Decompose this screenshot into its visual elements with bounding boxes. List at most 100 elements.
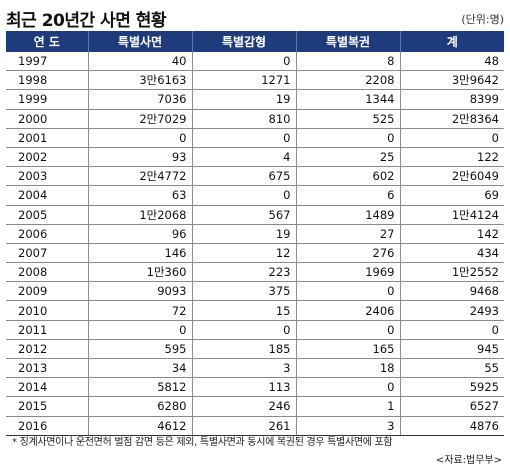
special-pardon-cell: 1만2068: [87, 205, 192, 225]
table-row: 2009 9093 375 0 9468: [6, 281, 504, 302]
special-restoration-cell: 6: [295, 185, 400, 206]
special-commutation-cell: 810: [191, 109, 296, 129]
total-cell: 122: [399, 147, 504, 168]
special-pardon-cell: 5812: [87, 377, 192, 398]
special-commutation-cell: 4: [191, 147, 296, 168]
total-cell: 4876: [399, 416, 504, 436]
special-commutation-cell: 223: [191, 262, 296, 283]
special-pardon-cell: 146: [87, 243, 192, 264]
special-commutation-cell: 15: [191, 300, 296, 321]
special-restoration-cell: 525: [295, 109, 400, 129]
total-cell: 55: [399, 358, 504, 379]
table-row: 2004 63 0 6 69: [6, 185, 504, 206]
table-row: 2006 96 19 27 142: [6, 224, 504, 244]
special-commutation-cell: 19: [191, 224, 296, 244]
table-title: 최근 20년간 사면 현황: [6, 11, 167, 31]
year-cell: 2009: [6, 281, 88, 302]
total-cell: 142: [399, 224, 504, 244]
table-row: 2011 0 0 0 0: [6, 320, 504, 340]
year-cell: 2003: [6, 166, 88, 187]
special-commutation-cell: 0: [191, 320, 296, 340]
total-cell: 945: [399, 339, 504, 360]
total-cell: 1만2552: [399, 262, 504, 283]
table-row: 2003 2만4772 675 602 2만6049: [6, 166, 504, 187]
table-row: 2013 34 3 18 55: [6, 358, 504, 379]
total-cell: 48: [399, 52, 504, 72]
year-cell: 2016: [6, 416, 88, 436]
year-cell: 2001: [6, 128, 88, 148]
source-label: <자료:법무부>: [435, 455, 502, 466]
table-row: 2005 1만2068 567 1489 1만4124: [6, 205, 504, 225]
special-restoration-cell: 1969: [295, 262, 400, 283]
special-pardon-cell: 6280: [87, 396, 192, 417]
special-pardon-cell: 63: [87, 185, 192, 206]
unit-label: (단위:명): [461, 13, 504, 26]
special-commutation-cell: 675: [191, 166, 296, 187]
special-pardon-cell: 3만6163: [87, 70, 192, 91]
special-commutation-cell: 0: [191, 128, 296, 148]
total-cell: 434: [399, 243, 504, 264]
total-cell: 6527: [399, 396, 504, 417]
year-cell: 2015: [6, 396, 88, 417]
special-restoration-cell: 1: [295, 396, 400, 417]
special-restoration-cell: 0: [295, 320, 400, 340]
total-cell: 5925: [399, 377, 504, 398]
special-restoration-cell: 2406: [295, 300, 400, 321]
special-pardon-cell: 1만360: [87, 262, 192, 283]
year-cell: 2008: [6, 262, 88, 283]
table-row: 2007 146 12 276 434: [6, 243, 504, 264]
header-year: 연 도: [6, 31, 88, 52]
header-special-restoration: 특별복권: [295, 31, 400, 52]
special-pardon-cell: 595: [87, 339, 192, 360]
table-row: 2002 93 4 25 122: [6, 147, 504, 168]
total-cell: 3만9642: [399, 70, 504, 91]
special-restoration-cell: 0: [295, 128, 400, 148]
special-commutation-cell: 261: [191, 416, 296, 436]
table-row: 2014 5812 113 0 5925: [6, 377, 504, 398]
year-cell: 2000: [6, 109, 88, 129]
year-cell: 2011: [6, 320, 88, 340]
table-row: 2008 1만360 223 1969 1만2552: [6, 262, 504, 283]
total-cell: 2만8364: [399, 109, 504, 129]
special-commutation-cell: 3: [191, 358, 296, 379]
table-row: 1998 3만6163 1271 2208 3만9642: [6, 70, 504, 91]
special-commutation-cell: 113: [191, 377, 296, 398]
year-cell: 2002: [6, 147, 88, 168]
year-cell: 2005: [6, 205, 88, 225]
special-pardon-cell: 2만4772: [87, 166, 192, 187]
special-commutation-cell: 19: [191, 89, 296, 110]
table-row: 2000 2만7029 810 525 2만8364: [6, 109, 504, 129]
year-cell: 2006: [6, 224, 88, 244]
year-cell: 1997: [6, 52, 88, 72]
special-restoration-cell: 27: [295, 224, 400, 244]
year-cell: 2007: [6, 243, 88, 264]
special-commutation-cell: 567: [191, 205, 296, 225]
table-row: 2016 4612 261 3 4876: [6, 416, 504, 436]
special-commutation-cell: 1271: [191, 70, 296, 91]
table-row: 2010 72 15 2406 2493: [6, 300, 504, 321]
year-cell: 2004: [6, 185, 88, 206]
special-pardon-cell: 96: [87, 224, 192, 244]
header-row: 연 도 특별사면 특별감형 특별복권 계: [6, 31, 504, 52]
special-restoration-cell: 1489: [295, 205, 400, 225]
year-cell: 2014: [6, 377, 88, 398]
special-pardon-cell: 72: [87, 300, 192, 321]
pardon-stats-table: 연 도 특별사면 특별감형 특별복권 계 1997 40 0 8 48 1998 3만616…: [6, 31, 504, 436]
special-restoration-cell: 0: [295, 377, 400, 398]
special-pardon-cell: 0: [87, 320, 192, 340]
total-cell: 9468: [399, 281, 504, 302]
special-commutation-cell: 12: [191, 243, 296, 264]
special-commutation-cell: 0: [191, 185, 296, 206]
special-restoration-cell: 165: [295, 339, 400, 360]
year-cell: 2012: [6, 339, 88, 360]
table-row: 1999 7036 19 1344 8399: [6, 89, 504, 110]
special-pardon-cell: 0: [87, 128, 192, 148]
total-cell: 0: [399, 128, 504, 148]
special-restoration-cell: 3: [295, 416, 400, 436]
header-special-pardon: 특별사면: [87, 31, 192, 52]
total-cell: 2493: [399, 300, 504, 321]
special-restoration-cell: 18: [295, 358, 400, 379]
year-cell: 1998: [6, 70, 88, 91]
special-pardon-cell: 4612: [87, 416, 192, 436]
special-restoration-cell: 8: [295, 52, 400, 72]
